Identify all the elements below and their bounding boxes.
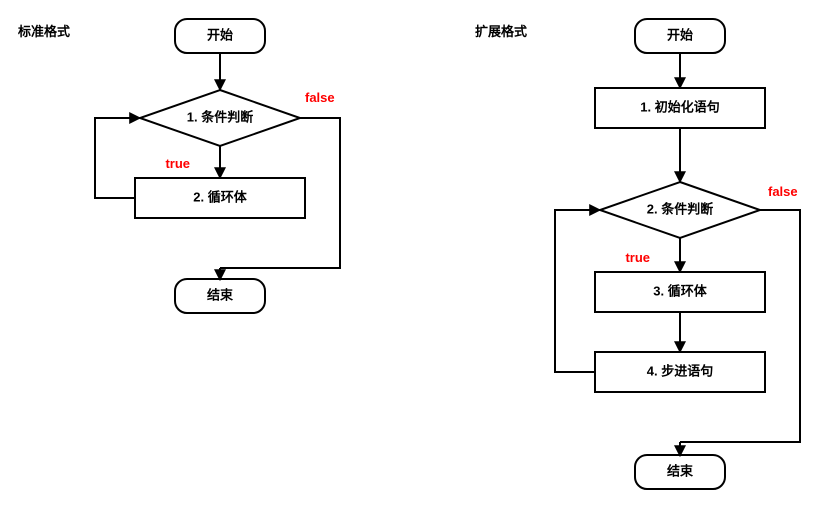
right-body-label: 3. 循环体 <box>653 283 707 298</box>
left-start: 开始 <box>175 19 265 53</box>
right-diamond: 2. 条件判断 <box>600 182 760 238</box>
left-edge-loopback <box>95 118 140 198</box>
left-title: 标准格式 <box>17 24 70 39</box>
right-end-label: 结束 <box>667 463 694 478</box>
left-diamond-label: 1. 条件判断 <box>187 109 253 124</box>
left-end: 结束 <box>175 279 265 313</box>
left-end-label: 结束 <box>207 287 234 302</box>
left-body: 2. 循环体 <box>135 178 305 218</box>
left-diamond: 1. 条件判断 <box>140 90 300 146</box>
right-edge-loopback <box>555 210 600 372</box>
left-true-label: true <box>165 156 190 171</box>
right-init: 1. 初始化语句 <box>595 88 765 128</box>
right-diamond-label: 2. 条件判断 <box>647 201 713 216</box>
right-false-label: false <box>768 184 798 199</box>
right-start: 开始 <box>635 19 725 53</box>
left-body-label: 2. 循环体 <box>193 189 247 204</box>
right-end: 结束 <box>635 455 725 489</box>
left-start-label: 开始 <box>207 27 233 42</box>
right-init-label: 1. 初始化语句 <box>640 99 719 114</box>
left-false-label: false <box>305 90 335 105</box>
right-body: 3. 循环体 <box>595 272 765 312</box>
right-title: 扩展格式 <box>475 24 527 39</box>
right-start-label: 开始 <box>667 27 693 42</box>
right-edge-false <box>680 210 800 442</box>
right-true-label: true <box>625 250 650 265</box>
right-step: 4. 步进语句 <box>595 352 765 392</box>
right-step-label: 4. 步进语句 <box>647 363 713 378</box>
